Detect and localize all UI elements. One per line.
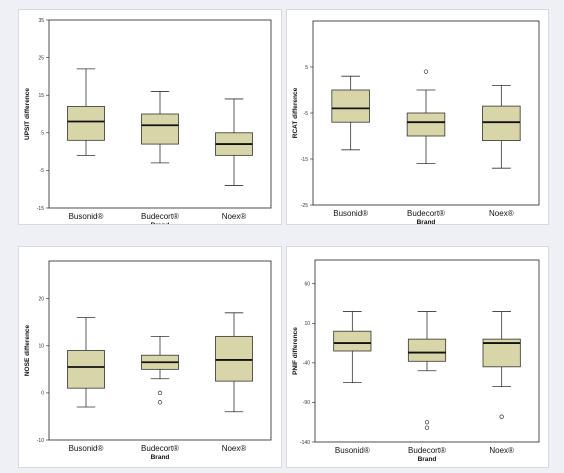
box-iqr <box>215 335 253 382</box>
x-category-label: Budecort® <box>141 444 179 453</box>
x-axis-label: Brand <box>151 454 170 461</box>
x-category-label: Budecort® <box>141 212 179 221</box>
x-category-label: Busonid® <box>69 212 104 221</box>
x-axis-label: Brand <box>417 219 436 224</box>
box-iqr <box>141 113 179 145</box>
x-category-label: Noex® <box>489 446 514 455</box>
x-category-label: Noex® <box>222 444 247 453</box>
box-iqr <box>406 112 446 137</box>
outlier-point <box>499 414 504 419</box>
chart-pnif: -140 -90 -40 10 60 PNIF difference Busonid® Bud… <box>292 259 540 463</box>
x-category-label: Busonid® <box>333 209 368 218</box>
chart-upsit: -15 -5 5 15 25 35 UPSIT difference Busonid® Bude… <box>24 18 272 224</box>
y-axis-label: RCAT difference <box>292 87 299 138</box>
x-category-label: Busonid® <box>69 444 104 453</box>
panel-rcat: -25 -15 -5 5 RCAT difference Busonid® Budecort… <box>286 9 549 225</box>
box-iqr <box>333 330 372 352</box>
outlier-point <box>424 420 430 425</box>
chart-nose: -10 0 10 20 NOSE difference Busonid® Budecort®… <box>24 260 272 461</box>
y-tick-label: -5 <box>304 111 309 117</box>
y-tick-label: 10 <box>38 344 44 350</box>
box-iqr <box>67 106 105 141</box>
panel-upsit: -15 -5 5 15 25 35 UPSIT difference Busonid® Bude… <box>18 9 282 225</box>
y-tick-label: 15 <box>38 93 44 99</box>
y-tick-label: -90 <box>303 400 310 406</box>
box-iqr <box>407 338 447 362</box>
y-tick-label: -5 <box>40 168 45 174</box>
y-tick-label: -25 <box>301 203 308 209</box>
y-axis-label: NOSE difference <box>24 324 31 376</box>
x-category-label: Noex® <box>222 212 247 221</box>
y-tick-label: 35 <box>38 18 44 24</box>
x-axis-label: Brand <box>418 456 437 463</box>
x-category-label: Busonid® <box>335 446 370 455</box>
y-tick-label: 10 <box>304 321 310 327</box>
y-tick-label: 5 <box>41 131 44 137</box>
x-category-label: Budecort® <box>408 446 446 455</box>
chart-rcat: -25 -15 -5 5 RCAT difference Busonid® Budecort… <box>292 20 540 224</box>
y-tick-label: 60 <box>304 282 310 288</box>
x-category-label: Noex® <box>489 209 514 218</box>
y-tick-label: -140 <box>300 440 310 446</box>
y-tick-label: -10 <box>37 438 44 444</box>
outlier-point <box>157 400 163 405</box>
y-tick-label: 5 <box>305 65 308 71</box>
y-tick-label: -40 <box>303 361 310 367</box>
y-tick-label: -15 <box>301 157 308 163</box>
y-tick-label: 20 <box>38 296 44 302</box>
y-tick-label: 0 <box>41 391 44 397</box>
y-axis-label: PNIF difference <box>292 327 299 375</box>
y-axis-label: UPSIT difference <box>24 88 31 140</box>
panel-nose: -10 0 10 20 NOSE difference Busonid® Budecort®… <box>18 246 282 468</box>
y-tick-label: 25 <box>38 55 44 61</box>
box-iqr <box>331 89 370 123</box>
x-axis-label: Brand <box>151 222 170 224</box>
box-iqr <box>482 105 521 141</box>
box-iqr <box>67 350 105 389</box>
x-category-label: Budecort® <box>407 209 445 218</box>
outlier-point <box>424 425 430 430</box>
panel-pnif: -140 -90 -40 10 60 PNIF difference Busonid® Bud… <box>286 246 549 468</box>
outlier-point <box>157 390 163 396</box>
y-tick-label: -15 <box>37 206 44 212</box>
outlier-point <box>423 69 429 74</box>
